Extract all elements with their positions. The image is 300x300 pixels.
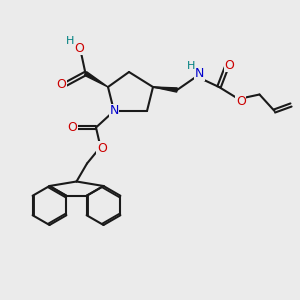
Text: O: O: [225, 58, 234, 72]
Polygon shape: [153, 87, 177, 92]
Text: N: N: [109, 104, 119, 118]
Text: O: O: [67, 121, 77, 134]
Text: O: O: [97, 142, 107, 155]
Polygon shape: [84, 72, 108, 87]
Text: O: O: [236, 95, 246, 109]
Text: N: N: [195, 67, 204, 80]
Text: H: H: [65, 36, 74, 46]
Text: O: O: [75, 41, 84, 55]
Text: O: O: [57, 77, 66, 91]
Text: H: H: [187, 61, 195, 71]
